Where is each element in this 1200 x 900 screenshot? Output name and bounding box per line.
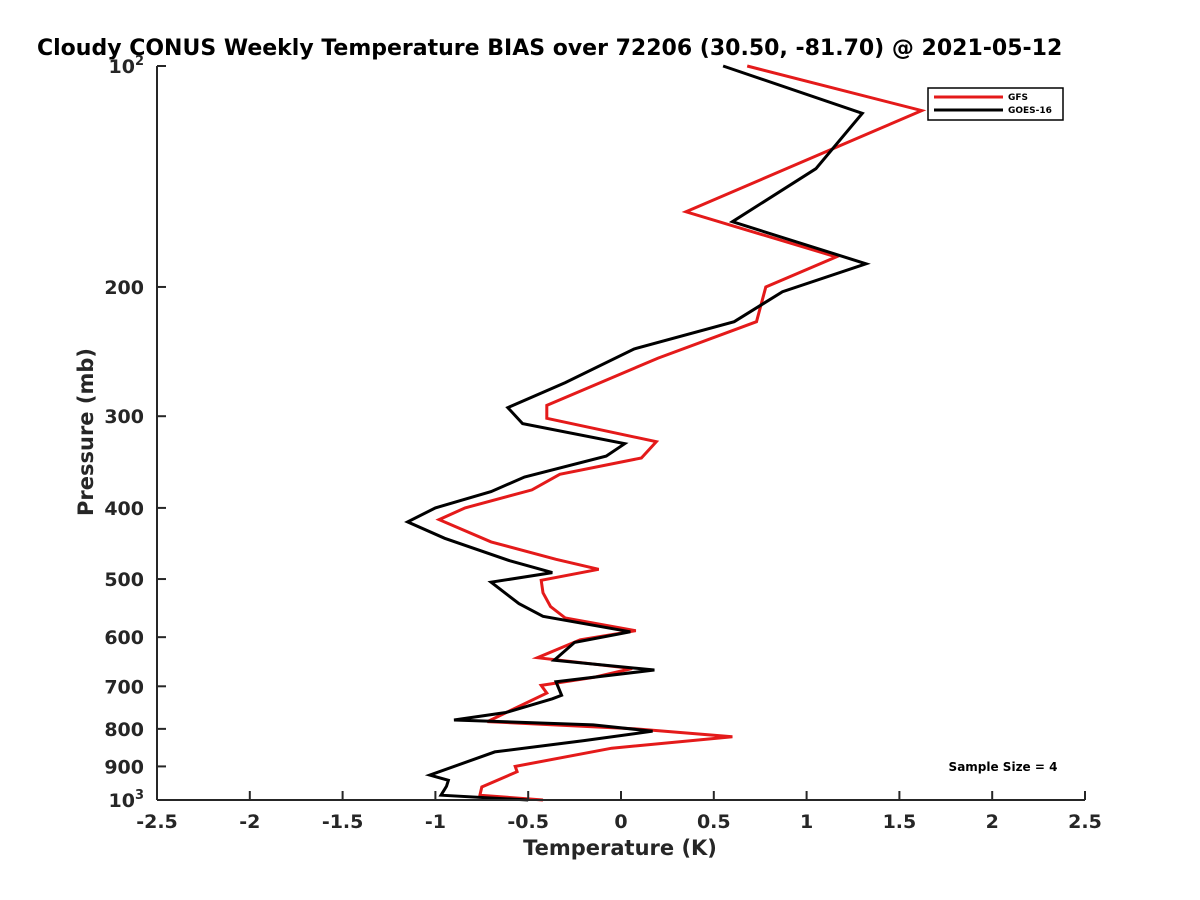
y-tick-label: 103 — [109, 788, 145, 812]
y-tick-label: 600 — [104, 627, 144, 649]
series-line-gfs — [435, 64, 927, 802]
series-layer — [404, 64, 927, 802]
x-tick-label: -0.5 — [507, 811, 549, 833]
legend: GFS GOES-16 — [927, 87, 1064, 121]
x-tick-label: 1 — [800, 811, 813, 833]
x-axis-label: Temperature (K) — [523, 836, 717, 860]
chart-title: Cloudy CONUS Weekly Temperature BIAS ove… — [37, 36, 1062, 61]
y-tick-label: 200 — [104, 277, 144, 299]
x-tick-label: -1.5 — [322, 811, 364, 833]
y-tick-label: 400 — [104, 498, 144, 520]
axes-layer: -2.5 -2 -1.5 -1 -0.5 0 0.5 1 1.5 2 2.5 102 200 300 400… — [104, 54, 1102, 833]
sample-size-annotation: Sample Size = 4 — [949, 760, 1058, 774]
x-tick-label: 2.5 — [1068, 811, 1102, 833]
y-tick-label: 500 — [104, 569, 144, 591]
series-line-goes-16 — [404, 64, 871, 802]
x-tick-label: -2.5 — [136, 811, 178, 833]
y-tick-label: 300 — [104, 406, 144, 428]
legend-label-goes-16: GOES-16 — [1008, 106, 1052, 116]
y-tick-label: 800 — [104, 719, 144, 741]
legend-label-gfs: GFS — [1008, 93, 1028, 103]
legend-box — [927, 87, 1064, 121]
x-tick-label: -2 — [239, 811, 260, 833]
y-tick-label: 700 — [104, 676, 144, 698]
y-axis-label: Pressure (mb) — [74, 348, 98, 516]
x-tick-label: 0.5 — [697, 811, 731, 833]
x-tick-label: 2 — [986, 811, 999, 833]
x-tick-label: -1 — [425, 811, 446, 833]
y-tick-label: 900 — [104, 756, 144, 778]
x-tick-label: 1.5 — [883, 811, 917, 833]
y-tick-label: 102 — [109, 54, 145, 78]
x-tick-label: 0 — [614, 811, 627, 833]
